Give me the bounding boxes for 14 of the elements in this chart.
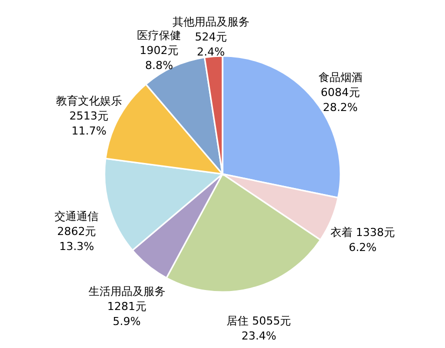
data-label: 1902元 8.8% bbox=[140, 44, 179, 72]
slice-label: 生活用品及服务 bbox=[88, 285, 166, 298]
slice-label: 衣着 1338元 6.2% bbox=[330, 226, 395, 254]
data-label: 1281元 5.9% bbox=[107, 300, 146, 328]
slice-label: 教育文化娱乐 bbox=[56, 94, 122, 108]
data-label: 2862元 13.3% bbox=[57, 224, 96, 253]
slice-label: 食品烟酒 bbox=[318, 70, 362, 84]
slice-label: 交通通信 bbox=[54, 210, 99, 223]
slice-label: 居住 5055元 23.4% bbox=[226, 314, 292, 343]
slice-label: 医疗保健 bbox=[137, 28, 182, 42]
data-label: 524元 2.4% bbox=[194, 30, 227, 58]
data-label: 2513元 11.7% bbox=[69, 109, 108, 138]
data-label: 6084元 28.2% bbox=[320, 86, 360, 114]
slice-label: 其他用品及服务 bbox=[172, 15, 250, 28]
